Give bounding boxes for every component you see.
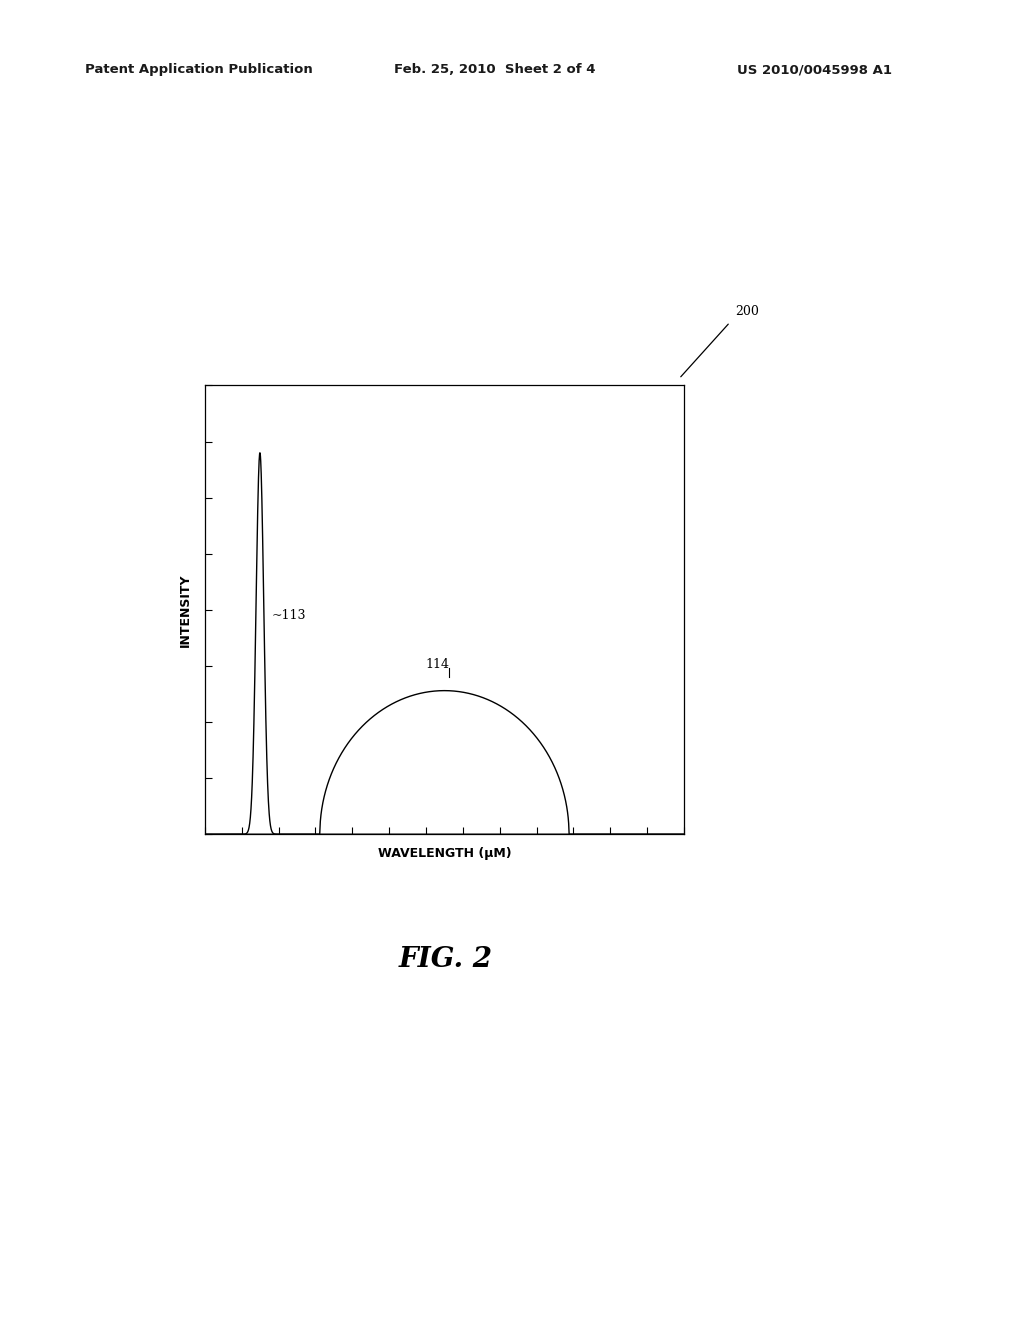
Text: US 2010/0045998 A1: US 2010/0045998 A1 [737,63,892,77]
Text: 200: 200 [735,305,759,318]
Text: Patent Application Publication: Patent Application Publication [85,63,312,77]
Text: ~113: ~113 [272,609,306,622]
X-axis label: WAVELENGTH (μM): WAVELENGTH (μM) [378,847,511,861]
Y-axis label: INTENSITY: INTENSITY [178,573,191,647]
Text: FIG. 2: FIG. 2 [398,946,493,973]
Text: Feb. 25, 2010  Sheet 2 of 4: Feb. 25, 2010 Sheet 2 of 4 [394,63,596,77]
Text: 114: 114 [425,659,450,671]
